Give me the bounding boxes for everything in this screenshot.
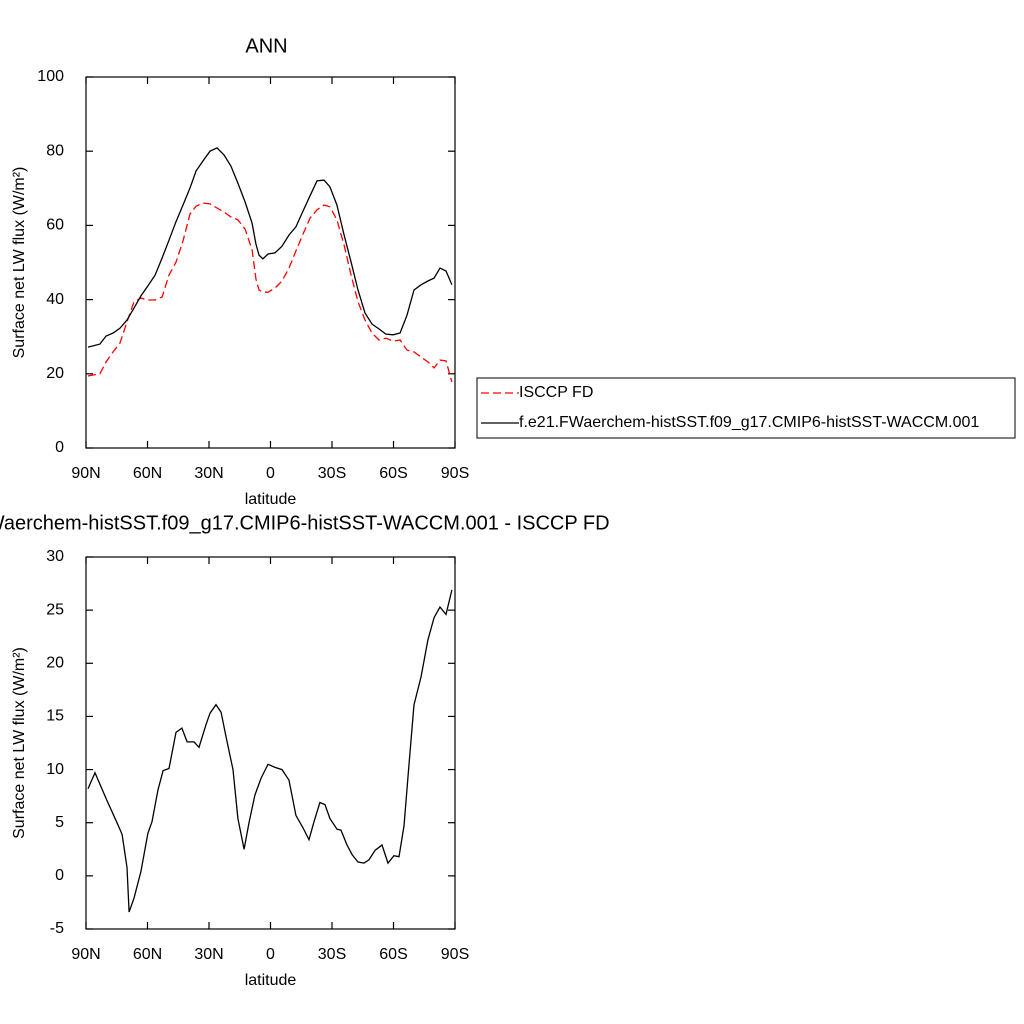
- x-tick-label: 0: [266, 465, 275, 482]
- y-tick-label: 60: [46, 217, 64, 234]
- x-axis-label: latitude: [245, 972, 297, 989]
- x-tick-label: 0: [266, 946, 275, 963]
- panel: ANN 0 20 40 60 80 100 90N 60N 30N 0 30S 60S 90S latitu…: [11, 35, 1016, 508]
- y-tick-label: 20: [46, 365, 64, 382]
- y-axis-label: Surface net LW flux (W/m²): [11, 647, 28, 839]
- y-tick-label: 30: [46, 548, 64, 565]
- x-tick-label: 60N: [133, 946, 162, 963]
- plot-frame: [85, 76, 456, 449]
- y-tick-label: 0: [55, 439, 64, 456]
- plot-frame: [85, 556, 456, 930]
- x-axis-label: latitude: [245, 491, 297, 508]
- y-tick-label: 15: [46, 708, 64, 725]
- x-tick-label: 90N: [71, 946, 100, 963]
- data-line: [87, 202, 453, 383]
- y-tick-label: 5: [55, 814, 64, 831]
- y-tick-label: 10: [46, 761, 64, 778]
- data-line: [87, 147, 453, 348]
- x-tick-label: 30S: [318, 946, 346, 963]
- y-tick-label: 100: [37, 68, 64, 85]
- data-line: [87, 589, 453, 913]
- y-tick-label: 0: [55, 867, 64, 884]
- x-tick-label: 30N: [194, 946, 223, 963]
- y-tick-label: 25: [46, 601, 64, 618]
- y-tick-label: 80: [46, 142, 64, 159]
- chart-title: f.e21.FWaerchem-histSST.f09_g17.CMIP6-hi…: [0, 512, 610, 534]
- x-tick-label: 60S: [379, 465, 407, 482]
- y-tick-label: 40: [46, 291, 64, 308]
- legend-box: [476, 377, 1016, 439]
- panel: f.e21.FWaerchem-histSST.f09_g17.CMIP6-hi…: [0, 512, 610, 989]
- x-tick-label: 90S: [441, 465, 469, 482]
- legend-label: f.e21.FWaerchem-histSST.f09_g17.CMIP6-hi…: [519, 414, 979, 431]
- legend-label: ISCCP FD: [519, 384, 593, 401]
- x-tick-label: 30S: [318, 465, 346, 482]
- x-tick-label: 90N: [71, 465, 100, 482]
- y-axis-label: Surface net LW flux (W/m²): [11, 167, 28, 359]
- y-tick-label: 20: [46, 655, 64, 672]
- x-tick-label: 60N: [133, 465, 162, 482]
- y-tick-label: -5: [50, 920, 64, 937]
- x-tick-label: 90S: [441, 946, 469, 963]
- chart-title: ANN: [245, 35, 287, 57]
- x-tick-label: 60S: [379, 946, 407, 963]
- x-tick-label: 30N: [194, 465, 223, 482]
